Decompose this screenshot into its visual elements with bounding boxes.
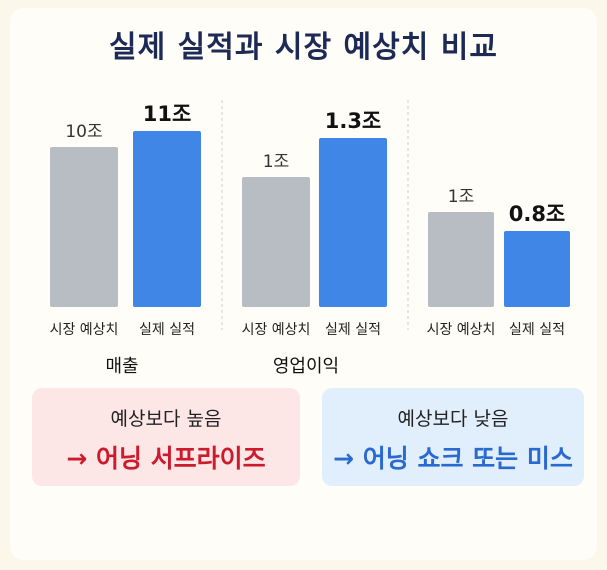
bar-value-label: 10조 <box>65 122 102 142</box>
miss-callout-line2: → 어닝 쇼크 또는 미스 <box>333 444 573 473</box>
surprise-callout-line2: → 어닝 서프라이즈 <box>66 444 266 473</box>
surprise-callout: 예상보다 높음 → 어닝 서프라이즈 <box>32 388 300 486</box>
bar-category-label: 실제 실적 <box>325 322 381 338</box>
bar-category-label: 실제 실적 <box>139 322 195 338</box>
bar-expected <box>50 147 118 307</box>
bar-actual <box>133 131 201 307</box>
surprise-callout-line1: 예상보다 높음 <box>110 408 222 430</box>
bar-value-label: 0.8조 <box>509 202 566 226</box>
bar-category-label: 시장 예상치 <box>427 322 496 338</box>
bar-category-label: 실제 실적 <box>509 322 565 338</box>
bar-value-label: 1조 <box>448 187 474 207</box>
bar-expected <box>242 177 310 307</box>
bar-value-label: 1.3조 <box>325 109 382 133</box>
bar-category-label: 시장 예상치 <box>242 322 311 338</box>
bar-actual <box>319 138 387 307</box>
bar-value-label: 11조 <box>143 102 192 126</box>
bar-category-label: 시장 예상치 <box>50 322 119 338</box>
bar-expected <box>428 212 494 307</box>
miss-callout-line1: 예상보다 낮음 <box>397 408 509 430</box>
group-label: 영업이익 <box>273 356 339 377</box>
group-label: 매출 <box>105 356 138 377</box>
miss-callout: 예상보다 낮음 → 어닝 쇼크 또는 미스 <box>322 388 584 486</box>
chart-title: 실제 실적과 시장 예상치 비교 <box>109 30 498 65</box>
bar-value-label: 1조 <box>263 152 289 172</box>
bar-actual <box>504 231 570 307</box>
